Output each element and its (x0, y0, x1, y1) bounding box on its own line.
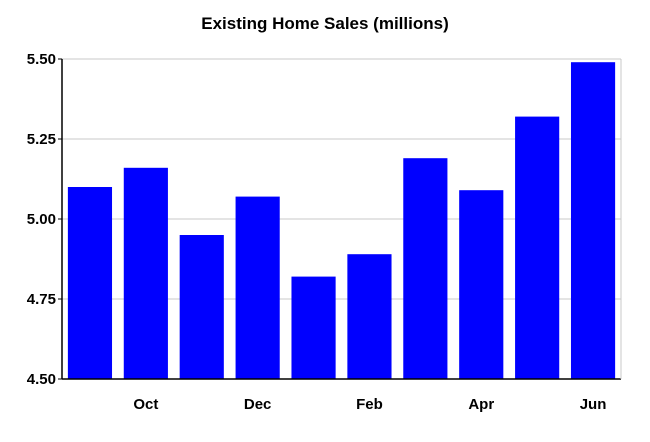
bar (123, 167, 168, 379)
bar (179, 235, 224, 379)
x-tick-label: Jun (580, 396, 607, 413)
bar (291, 276, 336, 379)
bar (459, 190, 504, 379)
x-tick-label: Apr (468, 396, 494, 413)
chart-title: Existing Home Sales (millions) (201, 14, 449, 33)
bar (515, 116, 560, 379)
axes (58, 58, 622, 380)
bar (235, 196, 280, 379)
bar (67, 187, 113, 379)
y-tick-label: 4.50 (27, 371, 56, 388)
y-tick-label: 5.50 (27, 51, 56, 68)
x-tick-label: Oct (133, 396, 158, 413)
bar (403, 158, 448, 379)
y-tick-label: 4.75 (27, 291, 56, 308)
x-tick-label: Feb (356, 396, 383, 413)
bar (570, 62, 616, 379)
bar (347, 254, 392, 379)
bars (67, 62, 616, 379)
y-tick-label: 5.00 (27, 211, 56, 228)
x-tick-labels: Oct Dec Feb Apr Jun (133, 396, 606, 413)
y-tick-label: 5.25 (27, 131, 56, 148)
y-tick-labels: 5.50 5.25 5.00 4.75 4.50 (27, 51, 56, 388)
x-tick-label: Dec (244, 396, 272, 413)
